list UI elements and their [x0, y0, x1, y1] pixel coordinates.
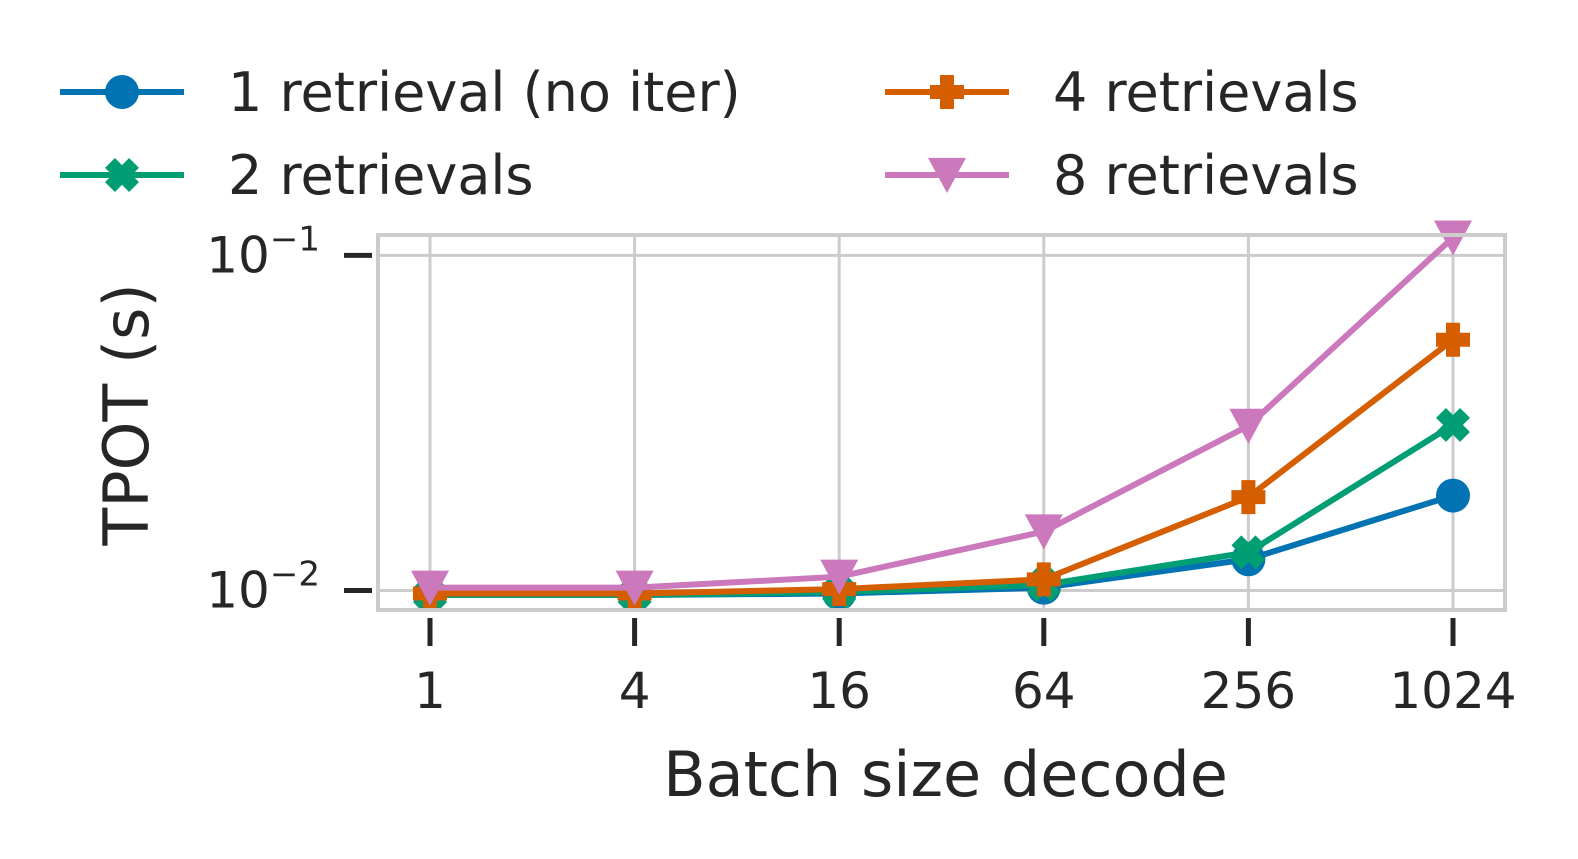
data-point [1436, 478, 1470, 513]
series-line [430, 235, 1456, 591]
data-point [1434, 220, 1472, 256]
data-point [1024, 514, 1063, 550]
data-point [1436, 322, 1470, 357]
legend-marker [928, 157, 966, 194]
legend-marker [930, 75, 964, 109]
x-tick-label: 1 [414, 662, 446, 720]
plot-frame [376, 233, 1507, 612]
data-point [1436, 407, 1470, 442]
data-point [1229, 408, 1268, 444]
series-line [430, 492, 1454, 598]
x-tick-label: 16 [807, 662, 871, 720]
data-point [820, 559, 859, 595]
x-axis-label: Batch size decode [663, 738, 1228, 811]
y-axis-label: TPOT (s) [90, 283, 163, 546]
legend-label: 2 retrievals [228, 144, 534, 207]
legend-label: 8 retrievals [1053, 144, 1359, 207]
legend-label: 1 retrieval (no iter) [228, 61, 741, 124]
series-line [430, 422, 1455, 598]
ticks: 1 4 16 64 256 1024 10−2 10−1 [206, 219, 1516, 720]
series-line [430, 337, 1455, 597]
legend-entry: 2 retrievals [60, 144, 534, 207]
data-point [1231, 535, 1266, 570]
y-tick-label: 10−1 [206, 219, 320, 284]
x-tick-label: 1024 [1389, 662, 1516, 720]
x-tick-label: 256 [1201, 662, 1296, 720]
data-point [1026, 562, 1061, 597]
legend-marker [105, 75, 139, 109]
legend-label: 4 retrievals [1053, 61, 1359, 124]
x-tick-label: 64 [1012, 662, 1076, 720]
legend-entry: 4 retrievals [885, 61, 1359, 124]
legend-entry: 8 retrievals [885, 144, 1359, 207]
data-point [615, 570, 654, 606]
series-4 [411, 220, 1472, 606]
data-point [1231, 480, 1266, 515]
legend-marker [105, 158, 139, 192]
data-point [411, 570, 449, 606]
series-layer [411, 220, 1472, 612]
y-tick-label: 10−2 [206, 555, 320, 620]
x-tick-label: 4 [619, 662, 651, 720]
legend-entry: 1 retrieval (no iter) [60, 61, 741, 124]
legend: 1 retrieval (no iter) 2 retrievals 4 retri… [60, 61, 1359, 207]
